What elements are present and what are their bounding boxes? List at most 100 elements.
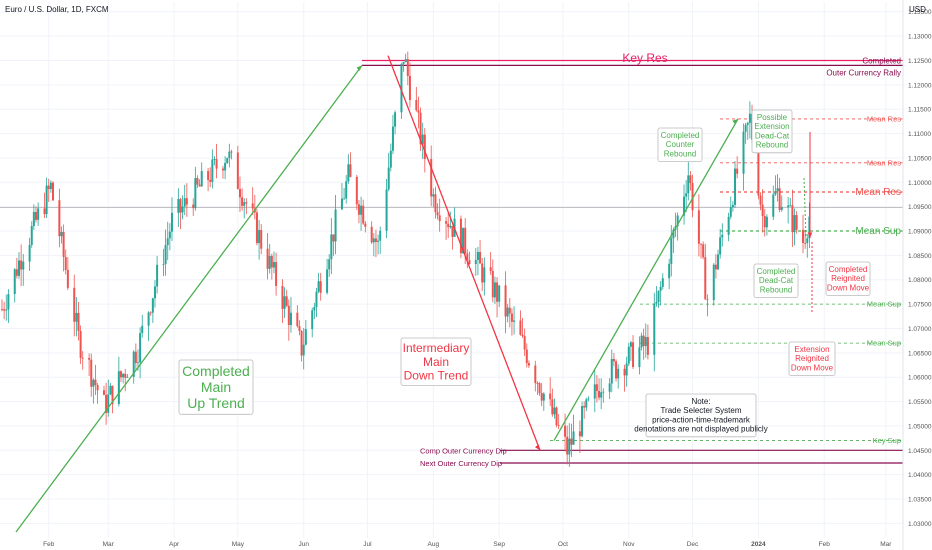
- candle-body: [551, 399, 554, 415]
- candle-body: [761, 204, 764, 217]
- candle-body: [270, 255, 273, 268]
- time-axis[interactable]: Feb Mar Apr May Jun Jul Aug Sep Oct Nov Dec 2024 Feb…: [43, 541, 892, 548]
- candle-body: [302, 344, 305, 356]
- candle-body: [406, 59, 409, 76]
- candle-body: [542, 393, 545, 401]
- arrow-head: [356, 65, 362, 71]
- candle-body: [241, 197, 244, 206]
- candle-body: [462, 227, 465, 254]
- candle-body: [638, 347, 641, 368]
- candle-body: [226, 158, 229, 163]
- candle-body: [332, 234, 335, 242]
- candle-body: [387, 167, 390, 190]
- price-tick-label: 1.06000: [908, 375, 932, 382]
- candle-body: [45, 185, 48, 215]
- candle-body: [653, 303, 656, 355]
- candle-body: [49, 182, 52, 190]
- completed-reignited-text: Down Move: [827, 283, 870, 292]
- candle-body: [617, 368, 620, 379]
- price-axis[interactable]: 1.13500 1.13000 1.12500 1.12000 1.11500 1.110…: [902, 0, 932, 550]
- candle-body: [30, 225, 33, 245]
- time-tick-label: Jul: [363, 541, 372, 548]
- candle-body: [260, 230, 263, 249]
- candle-body: [32, 211, 35, 226]
- completed-dead-cat-text: Dead-Cat: [759, 276, 794, 285]
- candle-body: [721, 234, 724, 238]
- candle-body: [304, 329, 307, 345]
- extension-dotted: [803, 177, 807, 239]
- currency-label: USD: [909, 5, 926, 14]
- candle-body: [162, 264, 165, 265]
- candle-body: [566, 436, 569, 455]
- candle-body: [285, 296, 288, 306]
- time-tick-label: Jun: [298, 541, 309, 548]
- candle-body: [774, 191, 777, 195]
- candle-body: [623, 368, 626, 376]
- candle-body: [345, 181, 348, 199]
- note-text: Note:: [691, 397, 710, 406]
- candle-body: [181, 206, 184, 213]
- candle-body: [166, 238, 169, 246]
- candle-body: [15, 269, 18, 276]
- candle-body: [400, 63, 403, 113]
- candle-body: [513, 320, 516, 322]
- candle-body: [804, 242, 807, 244]
- candle-body: [459, 218, 462, 254]
- candlesticks: [1, 51, 811, 467]
- time-tick-label: Aug: [428, 541, 440, 548]
- candle-body: [51, 182, 54, 201]
- completed-dead-cat-box: [753, 263, 799, 298]
- price-tick-label: 1.13000: [908, 34, 932, 41]
- candle-body: [464, 227, 467, 254]
- candle-body: [408, 75, 411, 101]
- candle-body: [298, 326, 301, 332]
- candle-body: [600, 392, 603, 398]
- candle-body: [370, 226, 373, 243]
- comp-outer-dip-label: Comp Outer Currency Dip: [420, 446, 507, 455]
- candle-body: [17, 260, 20, 276]
- candle-body: [525, 349, 528, 364]
- level-name: Key Sup: [873, 436, 901, 445]
- time-tick-label: Feb: [819, 541, 831, 548]
- candle-body: [43, 208, 46, 215]
- counter-rebound-line: [553, 118, 739, 441]
- candle-body: [177, 199, 180, 213]
- candle-body: [200, 171, 203, 187]
- candle-body: [672, 229, 675, 239]
- candle-body: [793, 215, 796, 233]
- candle-body: [644, 337, 647, 347]
- candle-body: [238, 188, 241, 198]
- candle-body: [319, 281, 322, 293]
- candle-body: [468, 260, 471, 265]
- candle-body: [736, 168, 739, 174]
- candle-body: [132, 351, 135, 377]
- candle-body: [149, 312, 152, 314]
- candle-body: [236, 152, 239, 189]
- candle-body: [683, 196, 686, 216]
- candle-body: [88, 357, 91, 360]
- candle-body: [213, 159, 216, 160]
- candle-body: [602, 391, 605, 393]
- completed-main-up-trend-text: Completed: [182, 363, 250, 379]
- possible-extension-box: [751, 109, 793, 154]
- candle-body: [746, 122, 749, 125]
- candle-body: [168, 231, 171, 239]
- candle-body: [287, 305, 290, 326]
- intermediary-down-trend-text: Main: [423, 355, 449, 369]
- candle-body: [655, 302, 658, 304]
- candle-body: [795, 215, 798, 230]
- time-tick-label: Mar: [103, 541, 115, 548]
- candle-body: [364, 223, 367, 227]
- candle-body: [702, 244, 705, 258]
- candle-body: [107, 394, 110, 413]
- candle-body: [691, 183, 694, 211]
- arrow-head: [534, 444, 540, 451]
- candle-body: [268, 255, 271, 269]
- candle-body: [493, 282, 496, 298]
- price-tick-label: 1.07000: [908, 326, 932, 333]
- candle-body: [421, 134, 424, 145]
- candle-body: [772, 194, 775, 217]
- candle-body: [60, 231, 63, 237]
- price-tick-label: 1.12000: [908, 82, 932, 89]
